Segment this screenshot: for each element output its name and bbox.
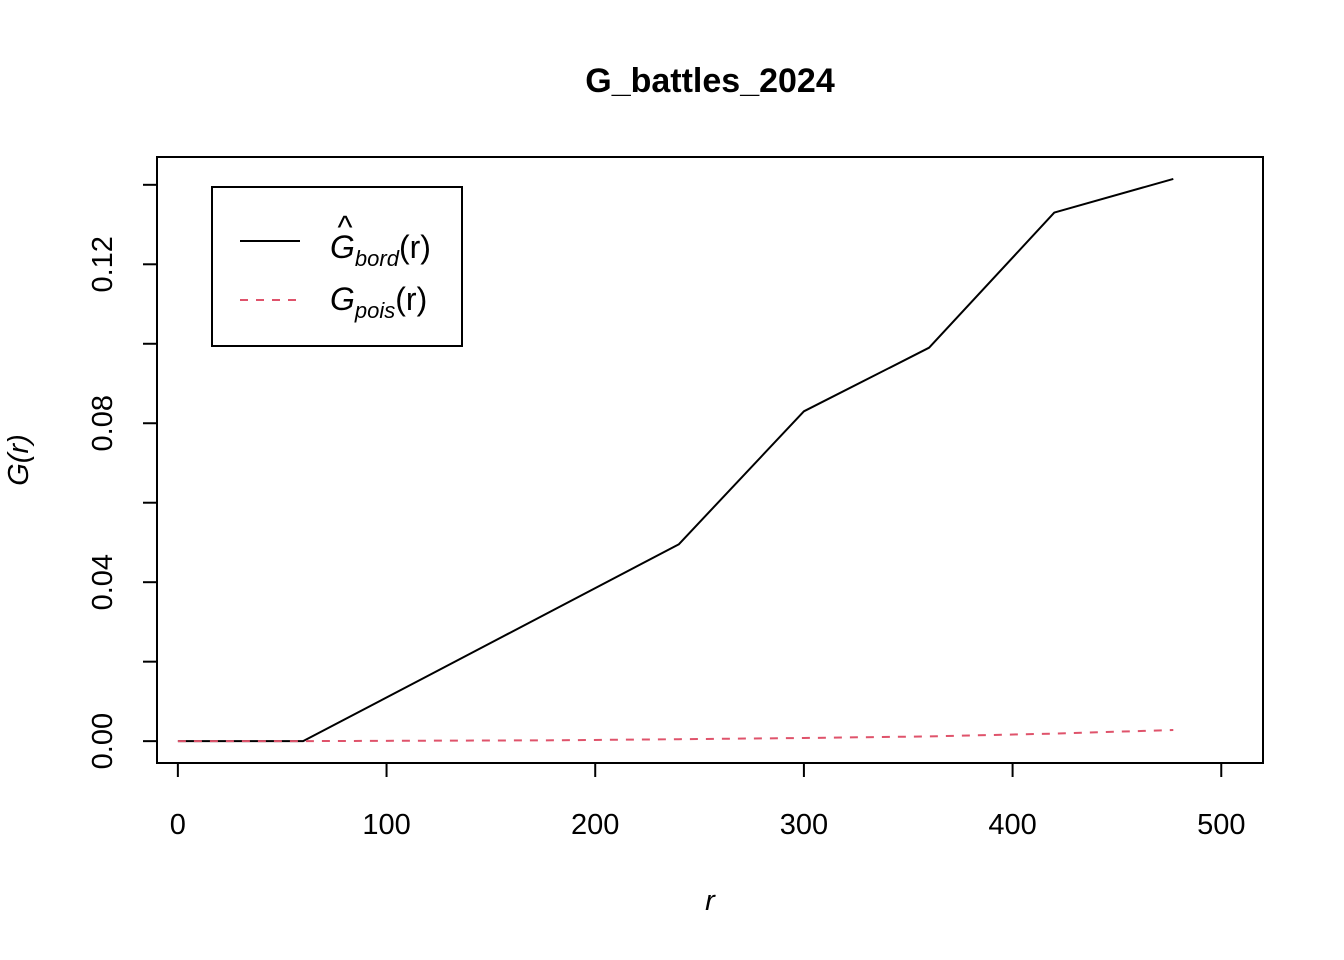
series-line-gbord xyxy=(177,177,1174,743)
legend-box xyxy=(211,186,463,347)
legend-label-gbord: Gbord(r) xyxy=(330,229,431,271)
x-tick-label: 400 xyxy=(988,809,1036,841)
y-axis: 0.00 0.04 0.08 0.12 xyxy=(87,183,158,769)
legend-label-gpois: Gpois(r) xyxy=(330,281,427,323)
y-tick-label: 0.00 xyxy=(87,713,119,769)
legend-main-gpois: G xyxy=(330,281,355,317)
legend-main-gbord: G xyxy=(330,229,355,265)
series-line-gpois xyxy=(177,729,1174,743)
y-tick-label: 0.12 xyxy=(87,236,119,292)
x-axis-label: r xyxy=(705,885,716,917)
x-tick-label: 200 xyxy=(571,809,619,841)
y-tick-label: 0.04 xyxy=(87,554,119,610)
chart-title: G_battles_2024 xyxy=(585,62,835,100)
y-axis-label: G(r) xyxy=(3,434,35,486)
legend-arg-gpois: (r) xyxy=(395,281,427,317)
series-layer xyxy=(177,177,1174,743)
x-tick-label: 500 xyxy=(1197,809,1245,841)
x-tick-label: 0 xyxy=(170,809,186,841)
legend-arg-gbord: (r) xyxy=(399,229,431,265)
y-tick-label: 0.08 xyxy=(87,395,119,451)
legend-hat-gbord: ^ xyxy=(337,209,352,245)
x-tick-label: 100 xyxy=(362,809,410,841)
x-axis: 0 100 200 300 400 500 xyxy=(170,762,1245,841)
legend-sub-gbord: bord xyxy=(355,246,400,271)
legend: ^ Gbord(r) Gpois(r) xyxy=(211,186,463,347)
x-tick-label: 300 xyxy=(780,809,828,841)
legend-sub-gpois: pois xyxy=(354,298,395,323)
